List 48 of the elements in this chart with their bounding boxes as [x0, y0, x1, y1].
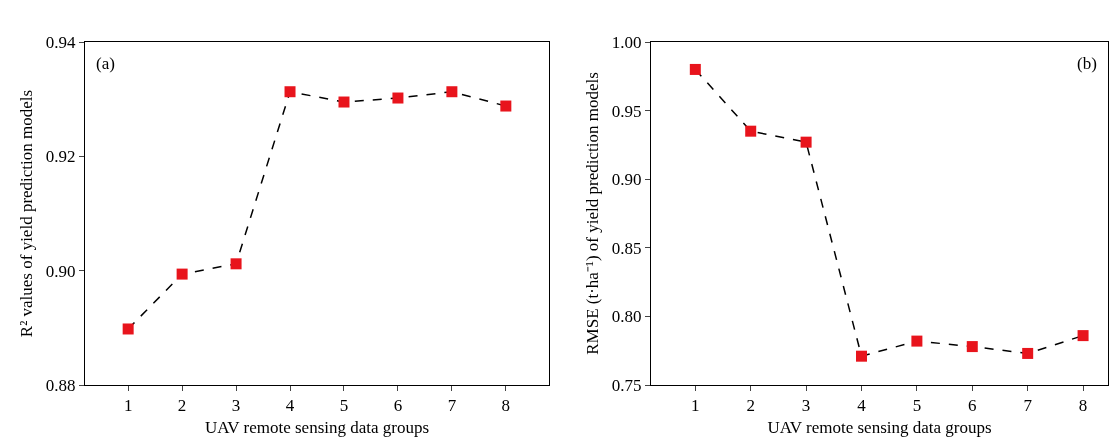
x-tick-label: 1 — [691, 396, 700, 416]
y-tick-label: 0.95 — [611, 101, 642, 121]
annotation: (a) — [96, 54, 115, 73]
x-tick-label: 8 — [1078, 396, 1088, 416]
x-tick-label: 3 — [231, 396, 241, 416]
y-axis-title: R² values of yield prediction models — [17, 89, 37, 338]
y-tick-label: 0.94 — [45, 32, 77, 52]
y-tick-label: 0.85 — [611, 238, 642, 258]
point — [176, 268, 188, 280]
y-tick-label: 0.88 — [45, 375, 76, 395]
x-axis-title: UAV remote sensing data groups — [767, 417, 992, 437]
point — [284, 86, 296, 98]
point — [230, 258, 242, 270]
point — [800, 136, 812, 148]
point — [689, 63, 701, 75]
x-axis-title: UAV remote sensing data groups — [204, 417, 430, 437]
point — [1077, 330, 1089, 342]
point — [856, 350, 867, 362]
point — [911, 335, 923, 347]
y-tick-label: 0.80 — [611, 307, 642, 327]
y-tick-label: 1.00 — [611, 32, 642, 52]
point — [392, 92, 404, 104]
x-tick-label: 5 — [912, 396, 922, 416]
point — [1022, 347, 1034, 359]
point — [338, 96, 350, 108]
x-tick-label: 3 — [801, 396, 811, 416]
y-axis-title: RMSE (t·ha⁻¹) of yield prediction models — [583, 72, 603, 355]
x-tick-label: 6 — [393, 396, 403, 416]
x-tick-label: 2 — [177, 396, 187, 416]
x-tick-label: 6 — [968, 396, 977, 416]
point — [745, 125, 757, 137]
x-tick-label: 1 — [123, 396, 133, 416]
x-tick-label: 8 — [501, 396, 511, 416]
x-tick-label: 4 — [285, 396, 295, 416]
y-tick-label: 0.90 — [45, 261, 76, 281]
point — [446, 86, 458, 98]
annotation: (b) — [1077, 54, 1097, 73]
y-tick-label: 0.92 — [45, 147, 76, 167]
x-tick-label: 7 — [1023, 396, 1033, 416]
x-tick-label: 7 — [447, 396, 457, 416]
x-tick-label: 2 — [746, 396, 755, 416]
point — [500, 100, 512, 112]
y-tick-label: 0.90 — [611, 170, 642, 190]
y-tick-label: 0.75 — [611, 375, 642, 395]
x-tick-label: 4 — [857, 396, 867, 416]
point — [966, 341, 978, 353]
x-tick-label: 5 — [339, 396, 349, 416]
point — [122, 323, 134, 335]
